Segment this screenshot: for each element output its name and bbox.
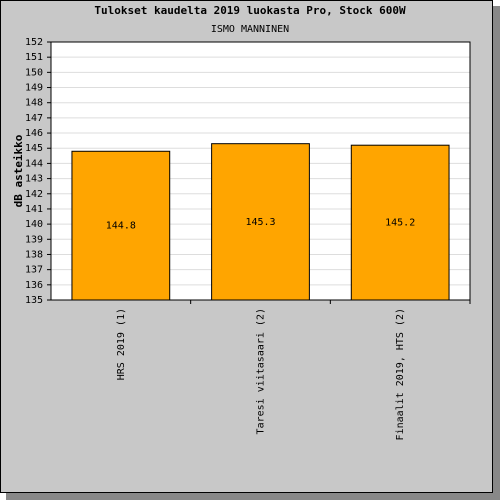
y-tick-label: 140 [25,219,43,230]
y-tick-label: 145 [25,143,43,154]
y-tick-label: 142 [25,189,43,200]
value-label: 144.8 [106,221,136,232]
bar [211,143,310,301]
chart-subtitle: ISMO MANNINEN [211,24,289,35]
y-axis-label: dB asteikko [12,134,25,207]
y-tick-label: 141 [25,204,43,215]
value-label: 145.2 [385,218,415,229]
y-tick-label: 137 [25,265,43,276]
y-tick-label: 139 [25,234,43,245]
y-tick-label: 135 [25,295,43,306]
y-tick-label: 144 [25,158,43,169]
x-tick-label: Taresi viitasaari (2) [256,308,267,434]
y-tick-label: 150 [25,67,43,78]
x-tick-label: HRS 2019 (1) [116,308,127,380]
y-tick-label: 136 [25,280,43,291]
y-tick-label: 152 [25,37,43,48]
bar [350,144,450,301]
value-label: 145.3 [245,217,275,228]
chart-title: Tulokset kaudelta 2019 luokasta Pro, Sto… [94,4,406,17]
y-tick-label: 147 [25,113,43,124]
y-tick-label: 146 [25,128,43,139]
y-tick-label: 151 [25,52,43,63]
plot-border [50,41,471,301]
y-tick-label: 149 [25,83,43,94]
y-tick-label: 138 [25,249,43,260]
x-tick-label: Finaalit 2019, HTS (2) [395,308,406,440]
y-tick-label: 143 [25,174,43,185]
y-tick-label: 148 [25,98,43,109]
